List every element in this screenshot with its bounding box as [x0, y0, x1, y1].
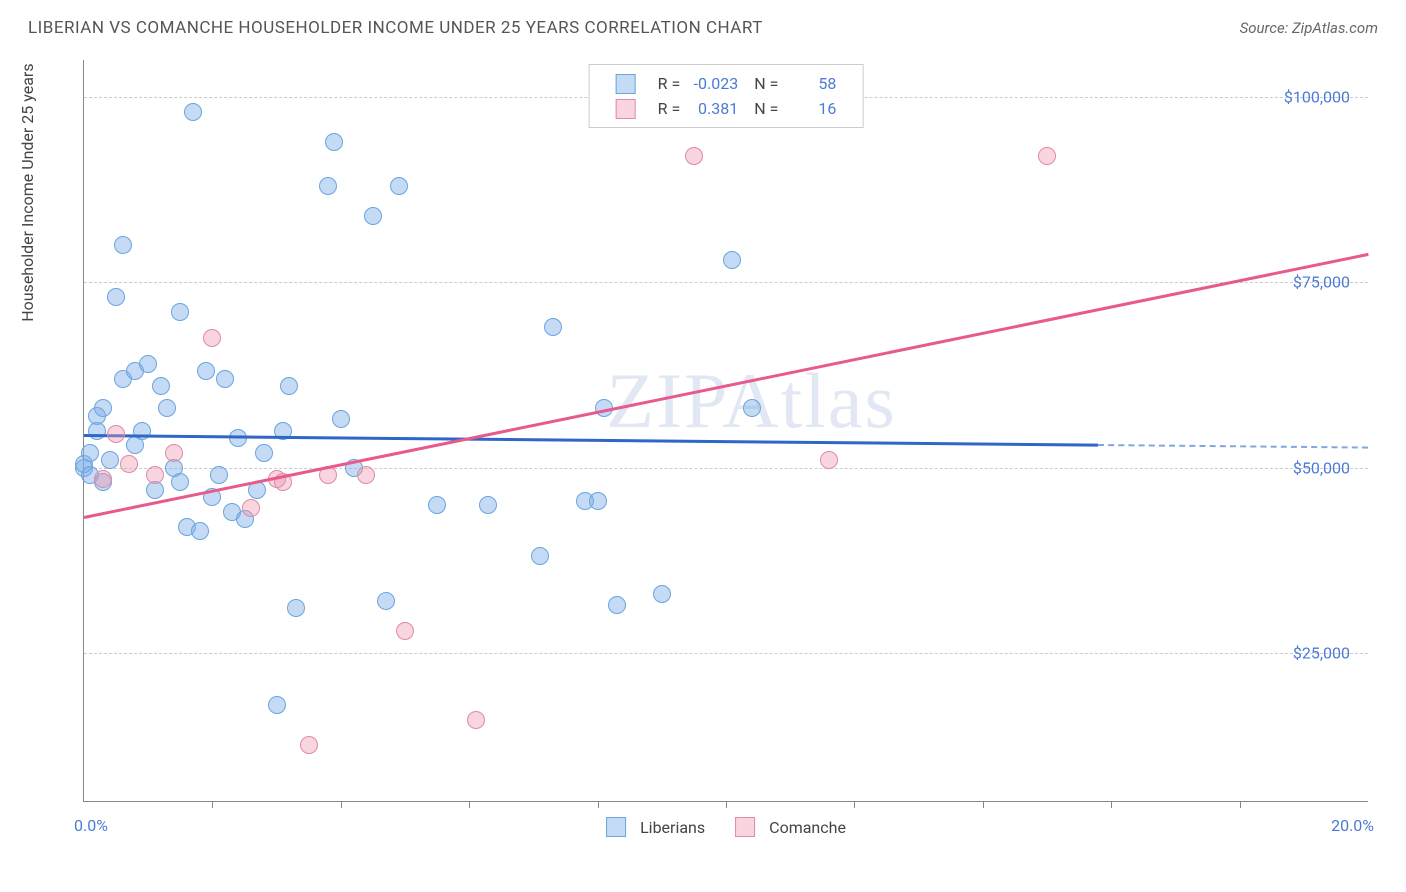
- scatter-point: [171, 473, 189, 491]
- scatter-point: [364, 207, 382, 225]
- legend-stats-row: R = -0.023N = 58: [608, 71, 845, 96]
- scatter-point: [280, 377, 298, 395]
- scatter-point: [171, 303, 189, 321]
- legend-bottom: Liberians Comanche: [606, 817, 846, 837]
- x-axis-max-label: 20.0%: [1331, 816, 1374, 835]
- chart-header: LIBERIAN VS COMANCHE HOUSEHOLDER INCOME …: [0, 0, 1406, 44]
- scatter-point: [377, 592, 395, 610]
- scatter-point: [300, 736, 318, 754]
- x-tick: [726, 801, 727, 808]
- scatter-point: [94, 399, 112, 417]
- x-tick: [598, 801, 599, 808]
- plot-area: ZIPAtlas $25,000$50,000$75,000$100,0000.…: [83, 60, 1368, 802]
- scatter-point: [396, 622, 414, 640]
- scatter-point: [88, 422, 106, 440]
- y-tick-label: $25,000: [1293, 643, 1350, 662]
- scatter-point: [242, 499, 260, 517]
- legend-label: Liberians: [640, 818, 705, 837]
- y-axis-label: Householder Income Under 25 years: [18, 63, 37, 321]
- scatter-point: [268, 696, 286, 714]
- scatter-point: [114, 236, 132, 254]
- scatter-point: [165, 444, 183, 462]
- scatter-point: [589, 492, 607, 510]
- trend-line: [84, 253, 1368, 519]
- gridline: [84, 653, 1368, 654]
- scatter-point: [139, 355, 157, 373]
- x-tick: [1240, 801, 1241, 808]
- scatter-point: [210, 466, 228, 484]
- scatter-point: [287, 599, 305, 617]
- scatter-point: [531, 547, 549, 565]
- scatter-point: [743, 399, 761, 417]
- legend-swatch: [616, 74, 636, 94]
- scatter-point: [216, 370, 234, 388]
- x-tick: [983, 801, 984, 808]
- scatter-point: [332, 410, 350, 428]
- scatter-point: [467, 711, 485, 729]
- legend-label: Comanche: [769, 818, 846, 837]
- x-axis-min-label: 0.0%: [74, 816, 108, 835]
- legend-stats-row: R = 0.381N = 16: [608, 96, 845, 121]
- legend-swatch: [616, 99, 636, 119]
- scatter-point: [197, 362, 215, 380]
- y-tick-label: $50,000: [1293, 458, 1350, 477]
- chart-title: LIBERIAN VS COMANCHE HOUSEHOLDER INCOME …: [28, 18, 763, 38]
- legend-item: Comanche: [735, 817, 846, 837]
- legend-stats: R = -0.023N = 58R = 0.381N = 16: [589, 64, 864, 128]
- scatter-point: [685, 147, 703, 165]
- scatter-point: [191, 522, 209, 540]
- scatter-point: [479, 496, 497, 514]
- gridline: [84, 468, 1368, 469]
- x-tick: [469, 801, 470, 808]
- chart-container: Householder Income Under 25 years ZIPAtl…: [28, 50, 1378, 852]
- scatter-point: [152, 377, 170, 395]
- scatter-point: [1038, 147, 1056, 165]
- scatter-point: [94, 470, 112, 488]
- trend-line-extrapolated: [1098, 444, 1368, 449]
- x-tick: [341, 801, 342, 808]
- scatter-point: [319, 177, 337, 195]
- scatter-point: [107, 288, 125, 306]
- x-tick: [854, 801, 855, 808]
- scatter-point: [120, 455, 138, 473]
- scatter-point: [390, 177, 408, 195]
- scatter-point: [255, 444, 273, 462]
- scatter-point: [158, 399, 176, 417]
- scatter-point: [107, 425, 125, 443]
- scatter-point: [653, 585, 671, 603]
- scatter-point: [428, 496, 446, 514]
- scatter-point: [146, 466, 164, 484]
- scatter-point: [81, 444, 99, 462]
- y-tick-label: $100,000: [1284, 88, 1350, 107]
- scatter-point: [608, 596, 626, 614]
- chart-source: Source: ZipAtlas.com: [1240, 19, 1378, 37]
- scatter-point: [184, 103, 202, 121]
- scatter-point: [325, 133, 343, 151]
- scatter-point: [101, 451, 119, 469]
- y-tick-label: $75,000: [1293, 273, 1350, 292]
- scatter-point: [544, 318, 562, 336]
- scatter-point: [820, 451, 838, 469]
- scatter-point: [723, 251, 741, 269]
- gridline: [84, 282, 1368, 283]
- legend-swatch: [735, 817, 755, 837]
- legend-item: Liberians: [606, 817, 705, 837]
- scatter-point: [357, 466, 375, 484]
- legend-swatch: [606, 817, 626, 837]
- x-tick: [1111, 801, 1112, 808]
- scatter-point: [203, 329, 221, 347]
- x-tick: [212, 801, 213, 808]
